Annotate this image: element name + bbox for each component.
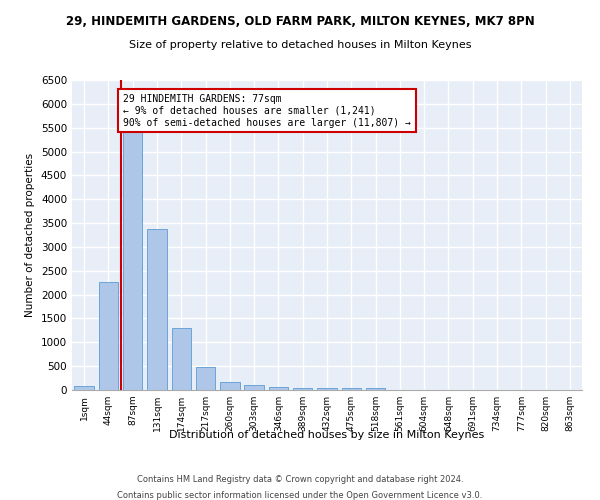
Bar: [123, 131, 142, 390]
Bar: [244, 385, 264, 390]
Bar: [220, 382, 239, 390]
Bar: [196, 367, 215, 390]
Bar: [341, 388, 361, 390]
Bar: [147, 229, 167, 390]
Text: 29 HINDEMITH GARDENS: 77sqm
← 9% of detached houses are smaller (1,241)
90% of s: 29 HINDEMITH GARDENS: 77sqm ← 9% of deta…: [123, 94, 411, 128]
Y-axis label: Number of detached properties: Number of detached properties: [25, 153, 35, 317]
Text: Size of property relative to detached houses in Milton Keynes: Size of property relative to detached ho…: [129, 40, 471, 50]
Bar: [99, 282, 118, 390]
Text: Contains public sector information licensed under the Open Government Licence v3: Contains public sector information licen…: [118, 490, 482, 500]
Bar: [293, 388, 313, 390]
Text: Distribution of detached houses by size in Milton Keynes: Distribution of detached houses by size …: [169, 430, 485, 440]
Bar: [317, 388, 337, 390]
Bar: [269, 386, 288, 390]
Text: Contains HM Land Registry data © Crown copyright and database right 2024.: Contains HM Land Registry data © Crown c…: [137, 476, 463, 484]
Bar: [74, 386, 94, 390]
Text: 29, HINDEMITH GARDENS, OLD FARM PARK, MILTON KEYNES, MK7 8PN: 29, HINDEMITH GARDENS, OLD FARM PARK, MI…: [65, 15, 535, 28]
Bar: [172, 328, 191, 390]
Bar: [366, 388, 385, 390]
